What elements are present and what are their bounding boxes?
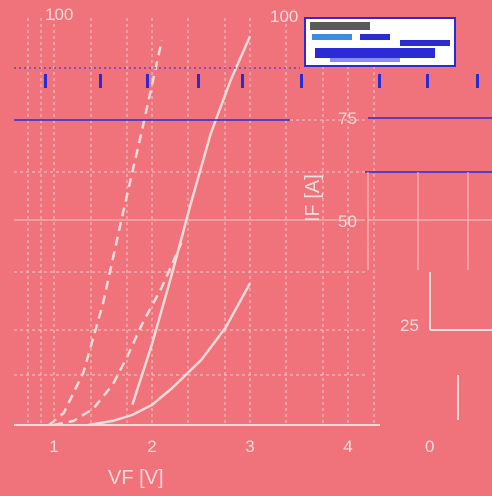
y-tick-label-75: 75 xyxy=(338,109,357,128)
marker-tick xyxy=(300,74,303,88)
marker-tick xyxy=(99,74,102,88)
series-line-1 xyxy=(53,242,183,427)
series-line-0 xyxy=(88,282,252,427)
legend-box xyxy=(304,17,456,67)
marker-tick xyxy=(378,74,381,88)
y-axis-title: IF [A] xyxy=(302,174,324,222)
x-tick-label-2: 2 xyxy=(147,437,156,456)
marker-tick xyxy=(146,74,149,88)
x-tick-labels: 1 2 3 4 xyxy=(49,437,352,456)
series-layer xyxy=(44,35,479,427)
y-tick-label-50: 50 xyxy=(338,212,357,231)
right-panel: 0 xyxy=(367,172,492,456)
top-left-label: 100 xyxy=(45,5,73,24)
x-tick-label-3: 3 xyxy=(245,437,254,456)
series-line-2 xyxy=(48,40,164,426)
series-line-3 xyxy=(131,35,252,406)
marker-tick xyxy=(197,74,200,88)
marker-tick xyxy=(241,74,244,88)
x-axis-title: VF [V] xyxy=(108,467,164,489)
marker-tick xyxy=(44,74,47,88)
y-tick-label-100: 100 xyxy=(270,7,298,26)
right-x-tick-0: 0 xyxy=(425,437,434,456)
marker-tick xyxy=(426,74,429,88)
marker-tick xyxy=(476,74,479,88)
x-tick-label-4: 4 xyxy=(343,437,352,456)
x-tick-label-1: 1 xyxy=(49,437,58,456)
y-tick-label-25: 25 xyxy=(400,316,419,335)
